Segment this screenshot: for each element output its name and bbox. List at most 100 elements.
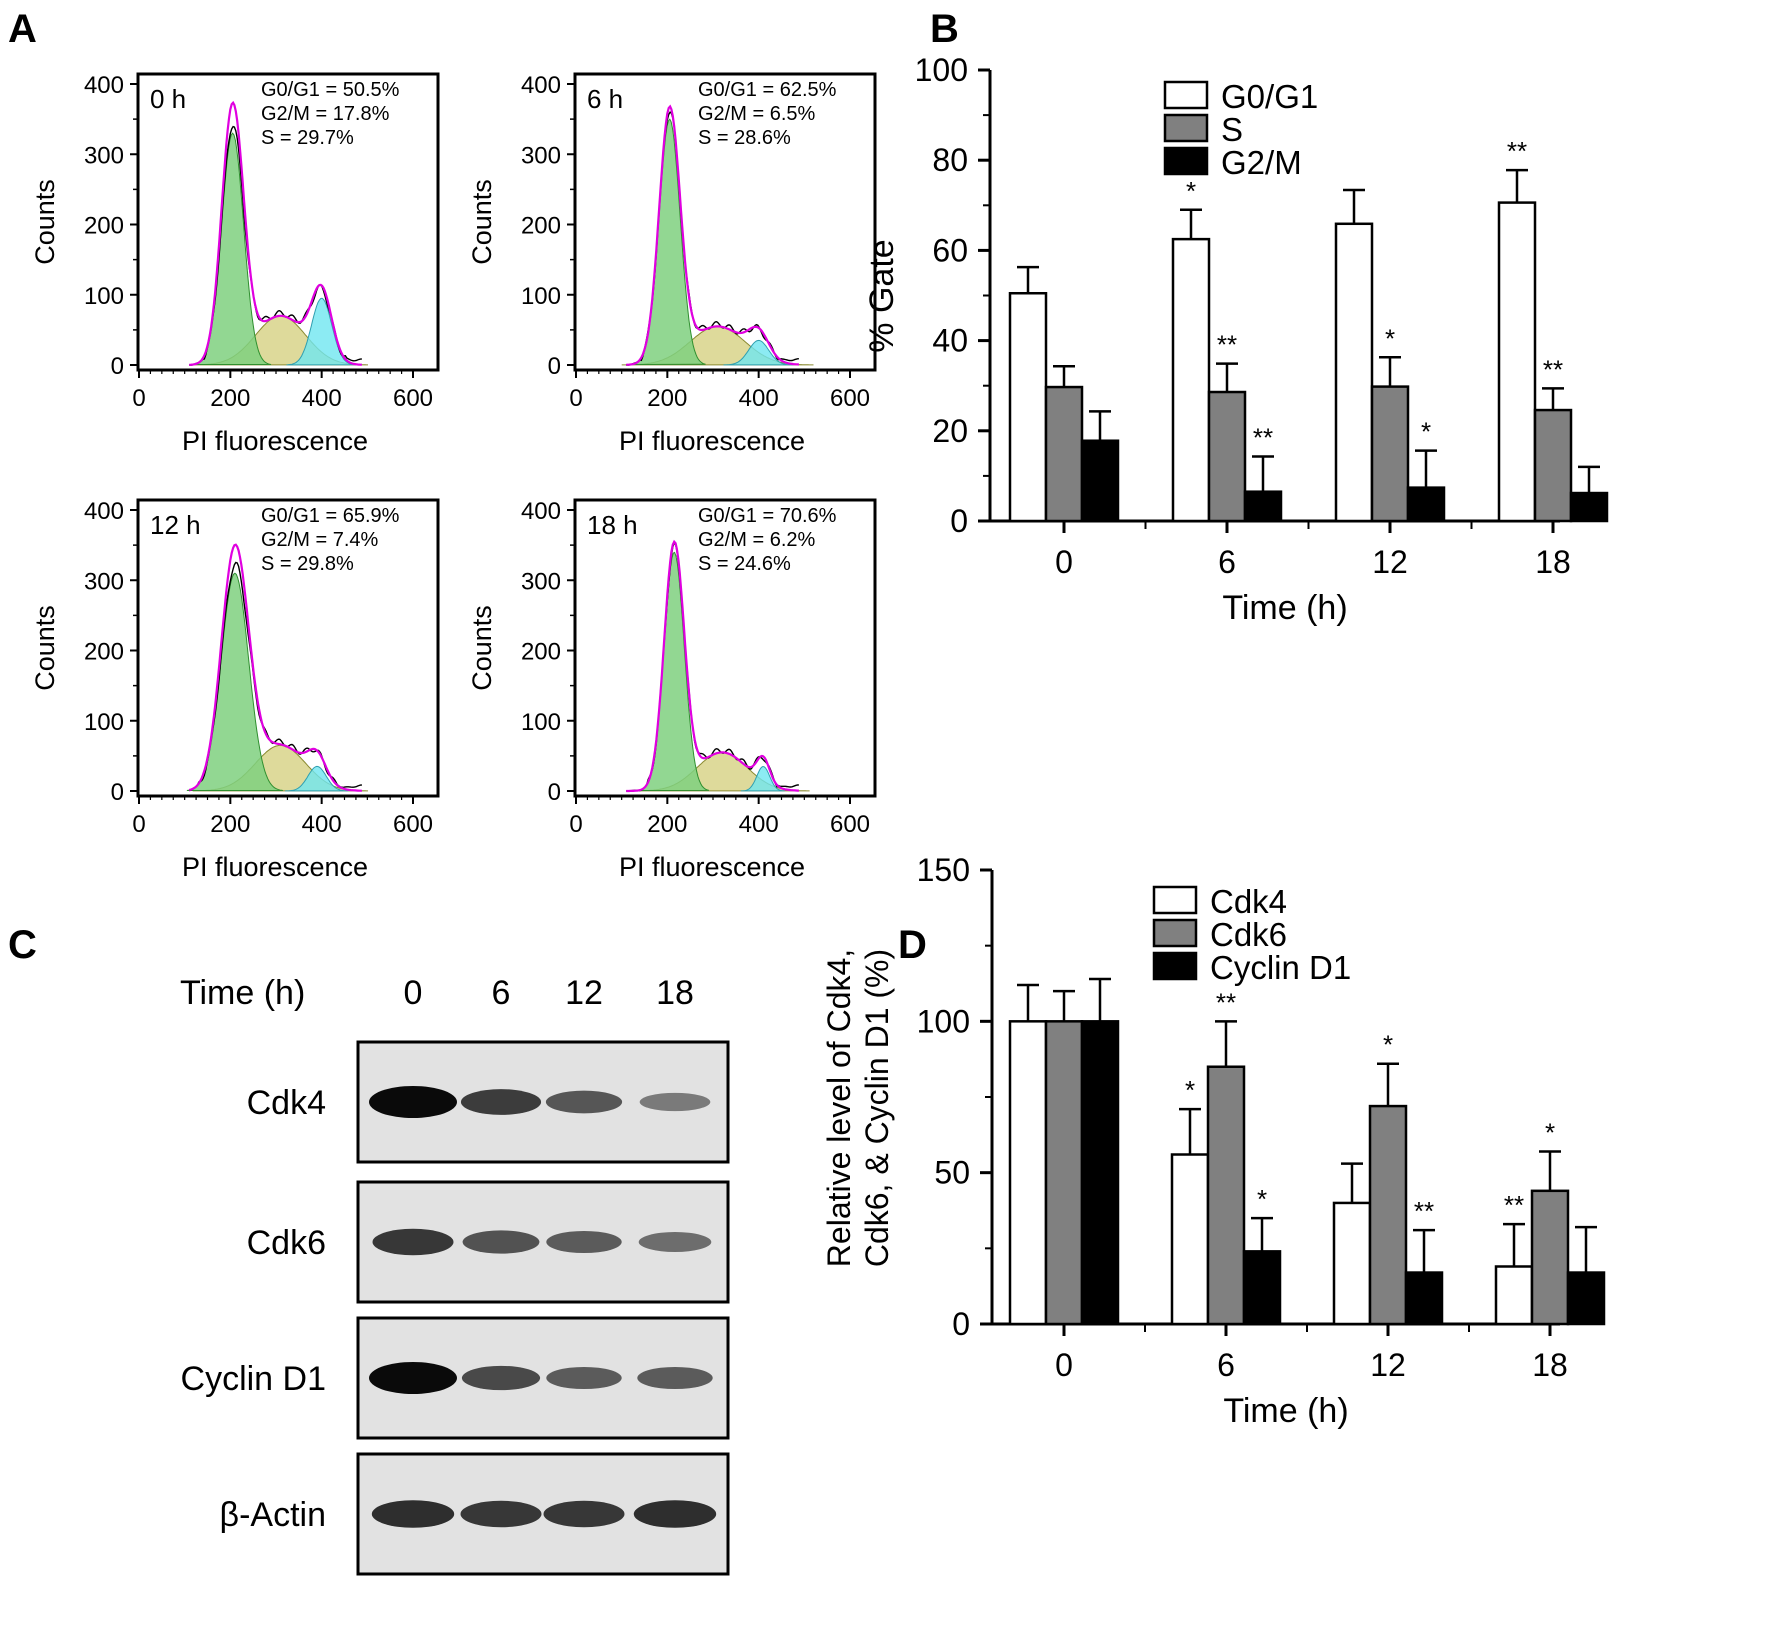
bar [1530, 1189, 1570, 1326]
phase-stat: G0/G1 = 50.5% [261, 79, 400, 101]
x-tick-label: 200 [210, 385, 250, 412]
phase-stat: G0/G1 = 70.6% [698, 505, 837, 527]
y-tick-label: 40 [932, 323, 968, 359]
fit-curve [189, 100, 362, 366]
significance-label: ** [1216, 987, 1236, 1017]
y-tick-label: 300 [521, 568, 561, 595]
y-tick-label: 100 [917, 1003, 970, 1039]
x-tick-label: 200 [647, 811, 687, 838]
x-tick-label: 0 [569, 385, 582, 412]
bar [1171, 237, 1211, 523]
panel-letter-c: C [8, 923, 37, 967]
phase-stat: G0/G1 = 65.9% [261, 505, 400, 527]
bar [1243, 490, 1283, 523]
y-axis-label: Cdk6, & Cyclin D1 (%) [859, 949, 895, 1267]
phase-stat: G2/M = 17.8% [261, 103, 390, 125]
x-tick-label: 600 [393, 385, 433, 412]
blot-band [462, 1230, 540, 1254]
blot-row: β-Actin [220, 1452, 730, 1576]
y-tick-label: 80 [932, 142, 968, 178]
legend-swatch [1163, 80, 1209, 110]
significance-label: * [1421, 417, 1431, 447]
phase-stat: G2/M = 7.4% [261, 529, 378, 551]
blot-band [460, 1500, 542, 1528]
y-tick-label: 300 [521, 142, 561, 169]
significance-label: ** [1414, 1196, 1434, 1226]
y-tick-label: 200 [521, 639, 561, 666]
significance-label: * [1385, 323, 1395, 353]
g2m-peak [286, 297, 357, 366]
panel-c-western-blot: Time (h) 0 6 12 18 Cdk4 Cdk6 Cyclin D1 β-Actin [180, 974, 730, 1576]
blot-band [369, 1362, 457, 1394]
phase-stat: S = 24.6% [698, 553, 791, 575]
blot-band [545, 1090, 623, 1114]
x-tick-label: 12 [1370, 1347, 1406, 1383]
g2m-peak [740, 765, 785, 792]
histogram-plot: 0 100 200 300 400 0 200 400 600 PI fluorescence Co… [467, 498, 877, 882]
x-tick-label: 600 [830, 385, 870, 412]
x-axis-label: PI fluorescence [619, 426, 805, 456]
bar [1569, 491, 1609, 523]
y-tick-label: 200 [521, 213, 561, 240]
y-axis-label: Counts [30, 179, 60, 265]
y-axis-label: Counts [467, 605, 497, 691]
legend-swatch [1152, 951, 1198, 981]
bar [1008, 1020, 1048, 1326]
y-tick-label: 300 [84, 142, 124, 169]
blot-row-label: Cyclin D1 [181, 1360, 326, 1398]
y-axis-label: Counts [30, 605, 60, 691]
x-tick-label: 6 [1218, 544, 1236, 580]
y-axis-label: % Gate [863, 239, 901, 352]
bar [1008, 291, 1048, 523]
legend-label: Cdk6 [1210, 916, 1287, 953]
x-tick-label: 0 [1055, 1347, 1073, 1383]
blot-band [371, 1500, 455, 1528]
x-axis-label: PI fluorescence [619, 852, 805, 882]
blot-row: Cyclin D1 [181, 1316, 730, 1440]
bar [1080, 439, 1120, 523]
bar [1044, 1020, 1084, 1326]
time-label: 18 h [587, 510, 638, 540]
blot-band [546, 1366, 622, 1390]
significance-label: * [1257, 1184, 1267, 1214]
panel-letter-b: B [930, 7, 959, 51]
blot-band [460, 1089, 542, 1115]
histogram-plot: 0 100 200 300 400 0 200 400 600 PI fluorescence Co… [467, 72, 877, 456]
blot-time-label: 0 [404, 974, 423, 1012]
bar [1370, 385, 1410, 523]
g2m-peak [723, 339, 794, 366]
bar [1206, 1065, 1246, 1326]
x-tick-label: 0 [132, 385, 145, 412]
legend-label: G0/G1 [1221, 78, 1318, 115]
blot-band [633, 1500, 717, 1528]
y-tick-label: 200 [84, 213, 124, 240]
bar [1080, 1020, 1120, 1326]
fit-curve [188, 543, 362, 792]
legend-swatch [1163, 146, 1209, 176]
legend-label: S [1221, 111, 1243, 148]
blot-band [369, 1086, 457, 1118]
g0g1-peak [632, 118, 706, 365]
blot-row-label: Cdk4 [247, 1084, 326, 1122]
x-axis-label: PI fluorescence [182, 852, 368, 882]
histogram-plot: 0 100 200 300 400 0 200 400 600 PI fluorescence Co… [30, 72, 440, 456]
x-axis-label: Time (h) [1222, 589, 1347, 627]
bar [1332, 1201, 1372, 1326]
x-tick-label: 18 [1535, 544, 1571, 580]
bar [1566, 1271, 1606, 1326]
y-tick-label: 100 [915, 52, 968, 88]
fit-curve [626, 539, 799, 793]
legend-label: G2/M [1221, 144, 1302, 181]
blot-band [543, 1500, 625, 1528]
blot-band [546, 1230, 622, 1254]
significance-label: ** [1543, 354, 1563, 384]
x-tick-label: 0 [132, 811, 145, 838]
blot-band [637, 1366, 713, 1390]
fit-curve [626, 104, 799, 366]
blot-time-header: Time (h) [180, 974, 305, 1012]
y-tick-label: 0 [950, 503, 968, 539]
bar [1494, 1265, 1534, 1326]
